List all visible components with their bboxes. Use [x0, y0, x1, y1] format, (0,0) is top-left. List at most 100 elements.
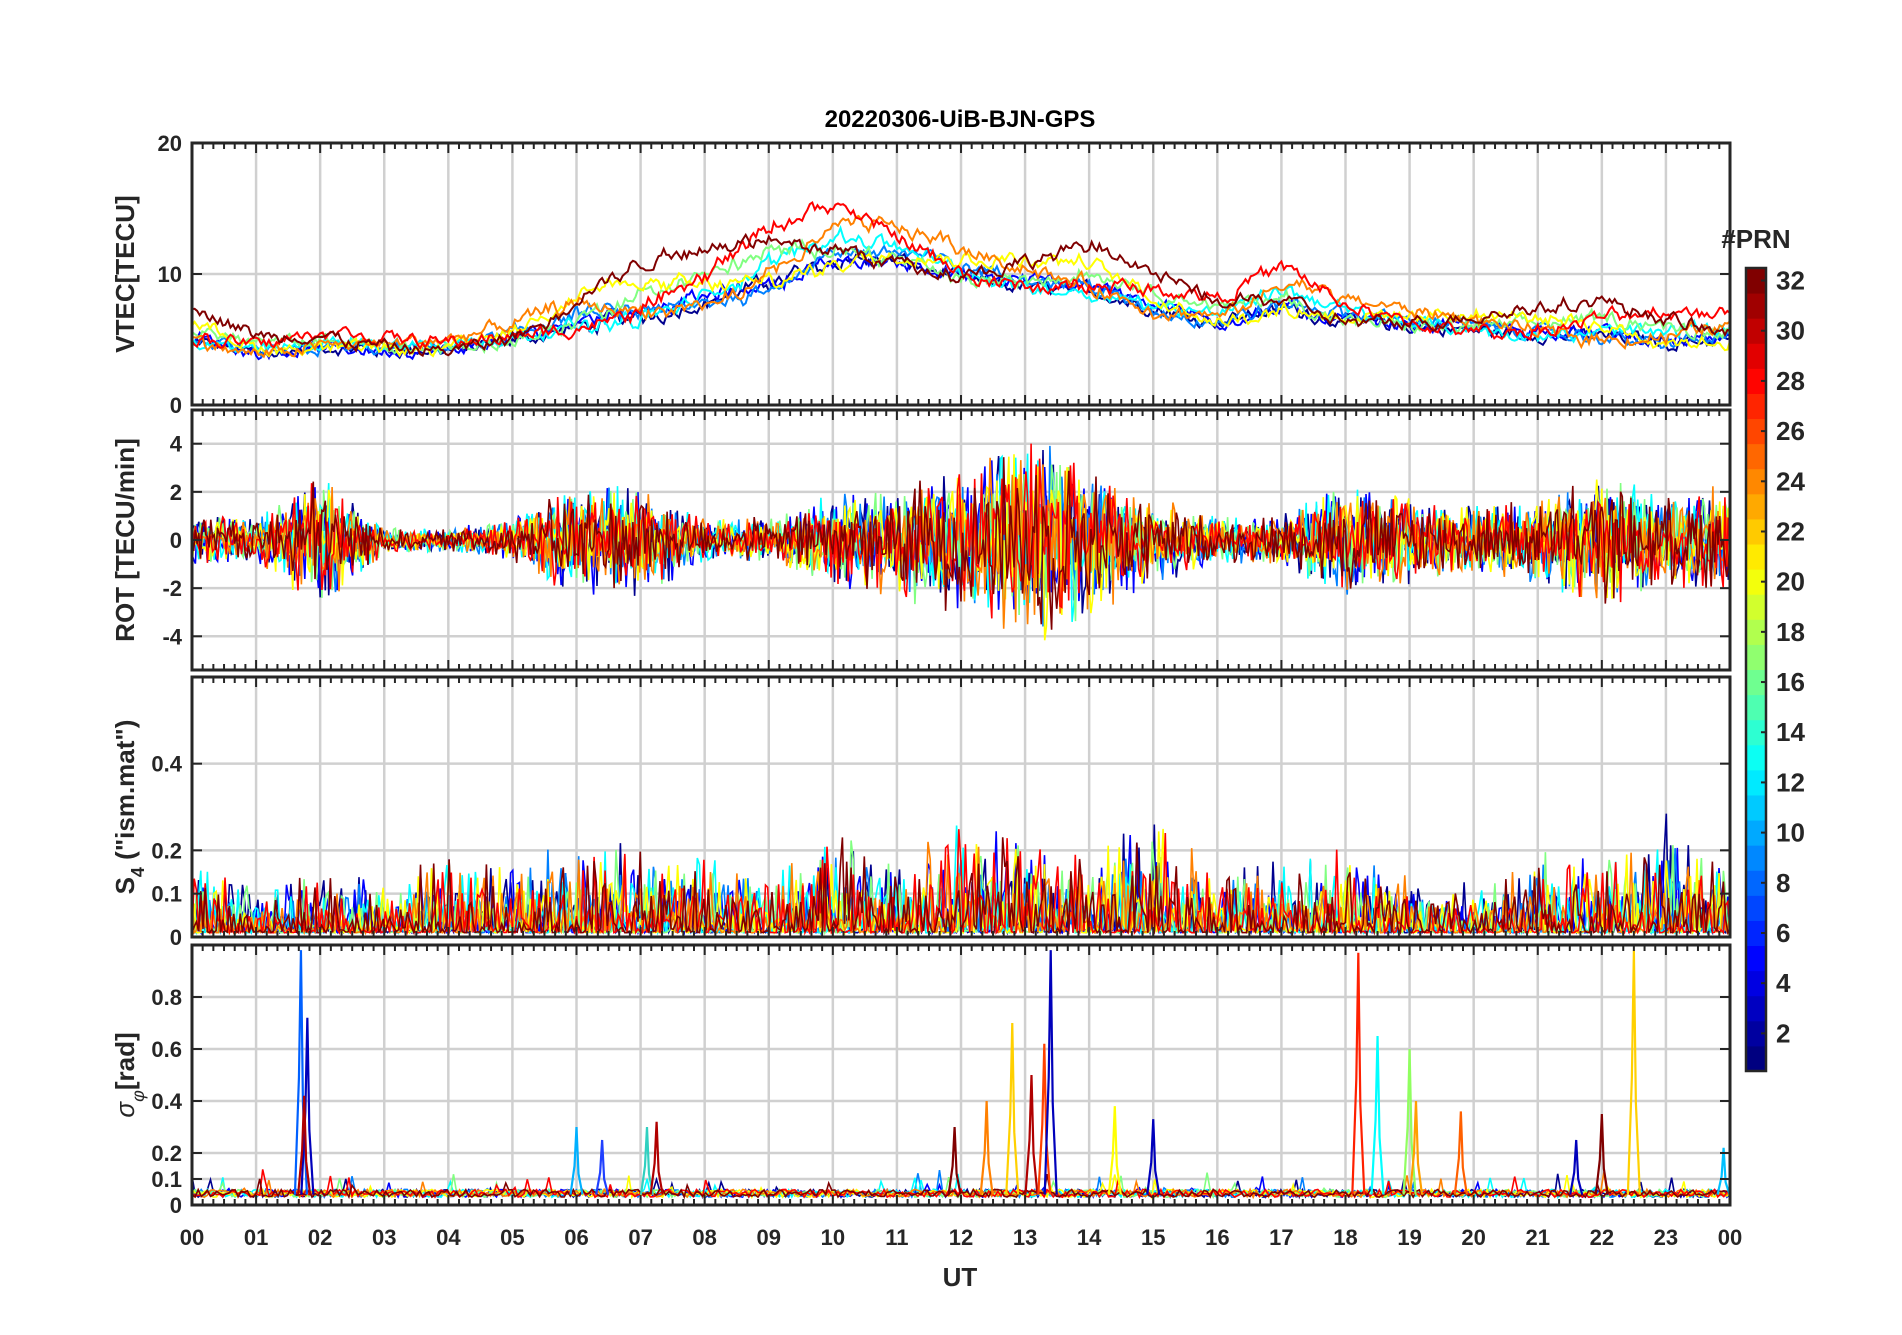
sigma-phi-spike	[1107, 1106, 1122, 1195]
colorbar-tick-label: 6	[1776, 918, 1790, 948]
colorbar-segment	[1746, 920, 1766, 947]
y-axis-label: VTEC[TECU]	[110, 195, 140, 352]
y-tick-label: -2	[162, 576, 182, 601]
rot-series-line	[192, 457, 1730, 630]
x-tick-label: 09	[757, 1225, 781, 1250]
colorbar-segment	[1746, 644, 1766, 670]
sigma-phi-spike	[569, 1126, 584, 1195]
x-tick-label: 23	[1654, 1225, 1678, 1250]
y-axis-label: S4 ("ism.mat")	[110, 720, 148, 895]
sigma-phi-spike	[639, 1126, 655, 1195]
x-tick-label: 01	[244, 1225, 268, 1250]
colorbar-frame	[1744, 266, 1768, 1073]
colorbar-segment	[1746, 343, 1766, 369]
x-tick-label: 00	[1718, 1225, 1742, 1250]
y-axis-label: σφ[rad]	[110, 1032, 148, 1117]
sigma-phi-spike	[649, 1121, 664, 1195]
colorbar-segment	[1746, 318, 1766, 344]
colorbar-segment	[1746, 719, 1766, 746]
sigma-phi-spike	[1626, 950, 1641, 1195]
x-tick-label: 22	[1590, 1225, 1614, 1250]
sigma-phi-spike	[1370, 1035, 1385, 1195]
colorbar-tick-label: 8	[1776, 868, 1790, 898]
colorbar-tick-label: 28	[1776, 366, 1805, 396]
panel-4: 00.10.2 0.4 0.6 0.8σφ[rad]	[110, 943, 1732, 1218]
colorbar-segment	[1746, 669, 1766, 696]
x-tick-label: 05	[500, 1225, 524, 1250]
colorbar-segment	[1746, 393, 1766, 420]
vtec-series-line	[192, 238, 1730, 356]
y-tick-label: 20	[158, 131, 182, 156]
x-tick-label: 18	[1333, 1225, 1357, 1250]
colorbar-tick-label: 10	[1776, 818, 1805, 848]
x-tick-label: 12	[949, 1225, 973, 1250]
vtec-series-line	[192, 200, 1730, 351]
x-tick-label: 20	[1461, 1225, 1485, 1250]
colorbar-segment	[1746, 418, 1766, 445]
colorbar-segment	[1746, 493, 1766, 520]
colorbar-segment	[1746, 895, 1766, 921]
colorbar-segment	[1746, 1020, 1766, 1047]
sigma-phi-spike	[300, 1017, 315, 1195]
rot-series-line	[192, 457, 1730, 629]
y-tick-label: 0.4	[151, 1089, 182, 1114]
colorbar-segment	[1746, 870, 1766, 896]
colorbar-tick-label: 2	[1776, 1018, 1790, 1048]
y-tick-label: 0.1	[151, 882, 182, 907]
sigma-phi-spike	[1569, 1139, 1584, 1195]
sigma-phi-spike	[1043, 950, 1058, 1195]
y-tick-label: -4	[162, 624, 182, 649]
x-tick-label: 15	[1141, 1225, 1165, 1250]
y-tick-label: 0	[170, 925, 182, 950]
x-tick-label: 16	[1205, 1225, 1229, 1250]
colorbar-tick-label: 12	[1776, 767, 1805, 797]
x-tick-label: 03	[372, 1225, 396, 1250]
panel-2: -4 -2 0 2 4 ROT [TECU/min]	[110, 408, 1732, 672]
colorbar-tick-label: 20	[1776, 567, 1805, 597]
y-tick-label: 4	[170, 432, 183, 457]
x-tick-label: 06	[564, 1225, 588, 1250]
colorbar-tick-label: 4	[1776, 968, 1791, 998]
colorbar-segment	[1746, 619, 1766, 645]
x-axis-label: UT	[943, 1262, 978, 1292]
colorbar-segment	[1746, 569, 1766, 595]
vtec-series-line	[192, 232, 1730, 358]
colorbar-segment	[1746, 744, 1766, 771]
x-tick-label: 00	[180, 1225, 204, 1250]
colorbar-segment	[1746, 1045, 1766, 1072]
y-tick-label: 0.8	[151, 985, 182, 1010]
y-tick-label: 0.6	[151, 1037, 182, 1062]
colorbar-tick-label: 18	[1776, 617, 1805, 647]
y-tick-label: 0.2	[151, 1141, 182, 1166]
y-tick-label: 0	[170, 528, 182, 553]
sigma-phi-spike	[1024, 1074, 1039, 1195]
colorbar-segment	[1746, 820, 1766, 846]
sigma-phi-spike	[297, 1095, 312, 1195]
colorbar-tick-label: 14	[1776, 717, 1805, 747]
y-tick-label: 10	[158, 262, 182, 287]
colorbar-segment	[1746, 945, 1766, 972]
y-tick-label: 0.1	[151, 1167, 182, 1192]
y-tick-label: 0	[170, 393, 182, 418]
sigma-phi-spike	[947, 1126, 962, 1195]
colorbar-segment	[1746, 769, 1766, 796]
colorbar-tick-label: 26	[1776, 416, 1805, 446]
colorbar-segment	[1746, 845, 1766, 871]
x-tick-label: 04	[436, 1225, 461, 1250]
colorbar-segment	[1746, 970, 1766, 997]
colorbar-title: #PRN	[1721, 224, 1790, 254]
x-tick-label: 21	[1526, 1225, 1550, 1250]
series-group	[192, 443, 1730, 641]
x-tick-label: 07	[628, 1225, 652, 1250]
sigma-phi-spike	[1716, 1147, 1730, 1195]
x-tick-label: 17	[1269, 1225, 1293, 1250]
colorbar-segment	[1746, 443, 1766, 470]
colorbar-tick-label: 30	[1776, 316, 1805, 346]
x-tick-label: 14	[1077, 1225, 1102, 1250]
colorbar-segment	[1746, 694, 1766, 721]
y-tick-label: 2	[170, 480, 182, 505]
colorbar-segment	[1746, 544, 1766, 570]
sigma-phi-spike	[1594, 1113, 1609, 1195]
